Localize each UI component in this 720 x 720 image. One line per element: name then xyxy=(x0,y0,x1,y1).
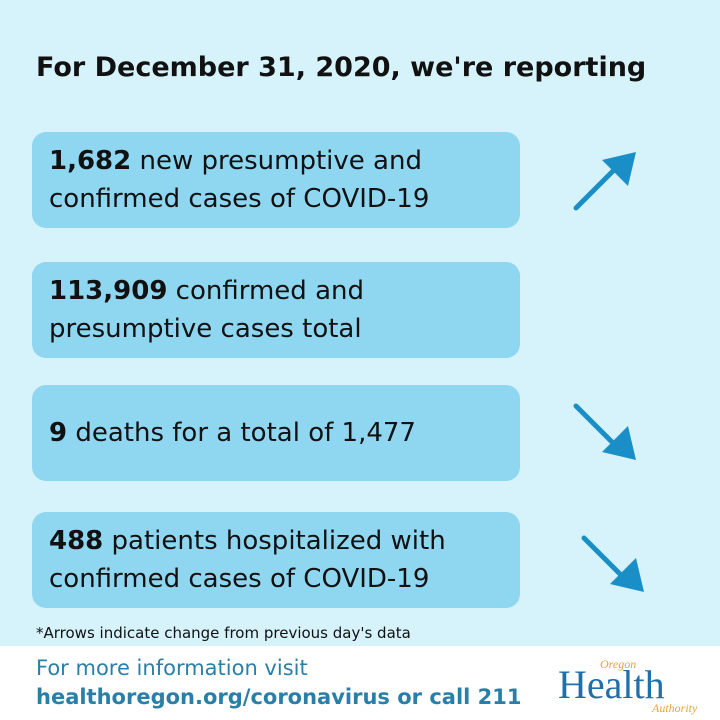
stat-value: 9 xyxy=(49,418,68,448)
logo-main-text: Health xyxy=(558,662,665,707)
stat-label: patients hospitalized with xyxy=(103,526,446,556)
stat-value: 113,909 xyxy=(49,276,168,306)
stat-label-line2: presumptive cases total xyxy=(49,314,362,344)
stat-card-total-cases: 113,909 confirmed and presumptive cases … xyxy=(32,262,520,358)
stat-card-hospitalized: 488 patients hospitalized with confirmed… xyxy=(32,512,520,608)
stat-label: deaths for a total of 1,477 xyxy=(67,418,416,448)
stat-label: new presumptive and xyxy=(131,146,422,176)
stat-label-line2: confirmed cases of COVID-19 xyxy=(49,184,430,214)
stat-text: 9 deaths for a total of 1,477 xyxy=(49,414,416,452)
stat-text: 113,909 confirmed and presumptive cases … xyxy=(49,272,364,348)
arrow-up-right-icon xyxy=(573,152,636,211)
page-title: For December 31, 2020, we're reporting xyxy=(36,52,647,83)
stat-value: 1,682 xyxy=(49,146,132,176)
footnote: *Arrows indicate change from previous da… xyxy=(36,624,411,642)
logo-sub-text: Authority xyxy=(651,701,698,715)
logo-small-text: Oregon xyxy=(600,657,636,671)
stat-card-new-cases: 1,682 new presumptive and confirmed case… xyxy=(32,132,520,228)
stat-label: confirmed and xyxy=(167,276,364,306)
footer-info-text: For more information visit xyxy=(36,656,308,680)
stat-card-deaths: 9 deaths for a total of 1,477 xyxy=(32,385,520,481)
oregon-health-authority-logo: Oregon Health Authority xyxy=(558,657,698,715)
footer-link[interactable]: healthoregon.org/coronavirus or call 211 xyxy=(36,685,522,709)
stat-value: 488 xyxy=(49,526,104,556)
arrow-down-right-icon xyxy=(581,535,644,592)
footer: For more information visit healthoregon.… xyxy=(0,646,720,720)
arrow-down-right-icon xyxy=(573,403,636,460)
stat-text: 1,682 new presumptive and confirmed case… xyxy=(49,142,429,218)
stat-text: 488 patients hospitalized with confirmed… xyxy=(49,522,446,598)
stat-label-line2: confirmed cases of COVID-19 xyxy=(49,564,430,594)
